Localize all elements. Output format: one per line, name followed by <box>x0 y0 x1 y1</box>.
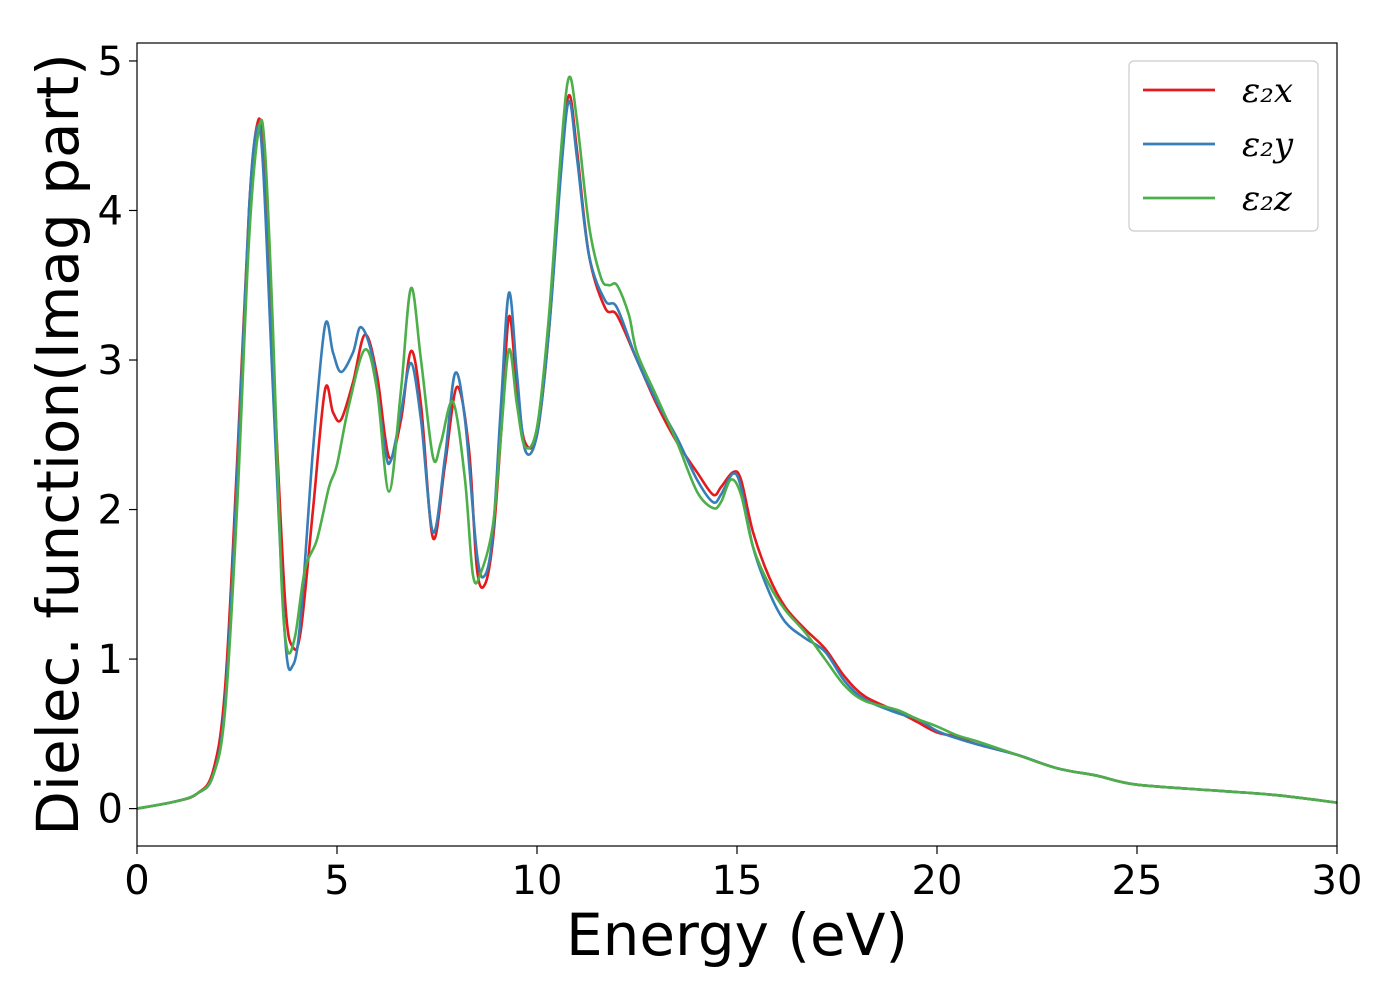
y-tick-label: 3 <box>98 338 123 384</box>
legend-label-2: ε₂y <box>1242 125 1294 165</box>
legend-label-1: ε₂x <box>1242 71 1293 111</box>
legend: ε₂x ε₂y ε₂z <box>1128 60 1319 232</box>
series-line-3 <box>137 75 1337 810</box>
x-tick-label: 0 <box>124 858 149 904</box>
y-tick-label: 5 <box>98 39 123 85</box>
x-axis-title: Energy (eV) <box>566 901 908 969</box>
series-line-1 <box>137 93 1337 810</box>
x-tick-label: 5 <box>324 858 349 904</box>
y-tick-label: 1 <box>98 637 123 683</box>
legend-box <box>1128 60 1319 232</box>
x-tick-label: 20 <box>912 858 963 904</box>
x-tick-label: 25 <box>1112 858 1163 904</box>
y-axis-title: Dielec. function(Imag part) <box>24 53 92 836</box>
x-tick-label: 30 <box>1312 858 1363 904</box>
y-tick-label: 4 <box>98 188 123 234</box>
y-tick-label: 0 <box>98 787 123 833</box>
y-tick-label: 2 <box>98 488 123 534</box>
ticks-layer: 0 5 10 15 20 25 30 0 1 2 3 4 5 <box>98 39 1363 904</box>
legend-label-3: ε₂z <box>1242 179 1293 219</box>
series-layer <box>137 75 1337 810</box>
x-tick-label: 15 <box>712 858 763 904</box>
x-tick-label: 10 <box>512 858 563 904</box>
